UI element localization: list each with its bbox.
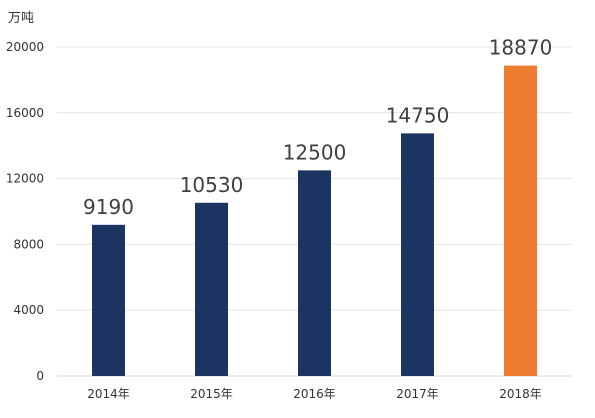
data-label-2017年: 14750 (386, 103, 450, 127)
bar-2018年 (504, 65, 537, 376)
bar-2014年 (92, 224, 125, 376)
data-label-2016年: 12500 (283, 140, 347, 164)
x-axis-ticks: 2014年 2015年 2016年 2017年 2018年 (87, 387, 542, 401)
x-tick-label: 2014年 (87, 387, 130, 401)
bars (92, 65, 537, 376)
data-label-2014年: 9190 (83, 195, 134, 219)
x-tick-label: 2018年 (499, 387, 542, 401)
x-tick-label: 2017年 (396, 387, 439, 401)
data-labels: 9190 10530 12500 14750 18870 (83, 36, 552, 219)
y-tick-label: 16000 (6, 106, 44, 120)
y-tick-label: 4000 (13, 303, 44, 317)
bar-2017年 (401, 133, 434, 376)
bar-2015年 (195, 202, 228, 376)
x-tick-label: 2016年 (293, 387, 336, 401)
data-label-2018年: 18870 (489, 36, 553, 60)
y-tick-label: 0 (36, 369, 44, 383)
bar-2016年 (298, 170, 331, 376)
y-tick-label: 8000 (13, 237, 44, 251)
data-label-2015年: 10530 (180, 173, 244, 197)
y-axis-unit-label: 万吨 (8, 11, 34, 26)
y-axis-ticks: 0 4000 8000 12000 16000 20000 (6, 40, 44, 383)
y-tick-label: 12000 (6, 172, 44, 186)
y-tick-label: 20000 (6, 40, 44, 54)
x-tick-label: 2015年 (190, 387, 233, 401)
